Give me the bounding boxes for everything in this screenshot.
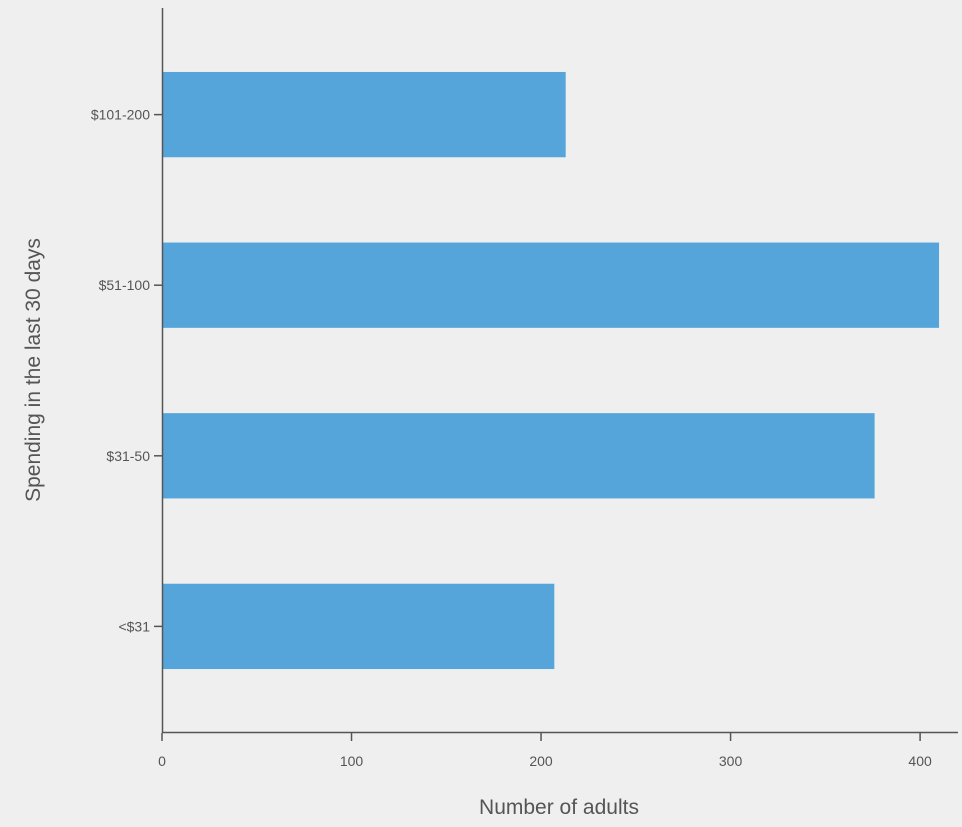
y-tick-label: $31-50 — [106, 448, 150, 464]
bar-31-50 — [162, 413, 875, 499]
axes — [161, 8, 958, 734]
y-tick-label: $101-200 — [91, 107, 150, 123]
bars — [162, 71, 940, 670]
x-tick-label: 0 — [158, 753, 166, 769]
y-tick-label: $51-100 — [99, 277, 151, 293]
y-axis-title: Spending in the last 30 days — [22, 238, 45, 502]
y-ticks: <$31 $31-50 $51-100 $101-200 — [91, 107, 162, 634]
x-axis-title: Number of adults — [479, 796, 639, 819]
x-tick-label: 100 — [340, 753, 364, 769]
bar-31 — [162, 583, 555, 670]
x-ticks: 0 100 200 300 400 — [158, 733, 932, 769]
bar-101-200 — [162, 71, 566, 158]
bar-51-100 — [162, 242, 940, 328]
x-tick-label: 400 — [908, 753, 932, 769]
x-tick-label: 200 — [529, 753, 553, 769]
y-tick-label: <$31 — [118, 618, 150, 634]
x-tick-label: 300 — [719, 753, 743, 769]
